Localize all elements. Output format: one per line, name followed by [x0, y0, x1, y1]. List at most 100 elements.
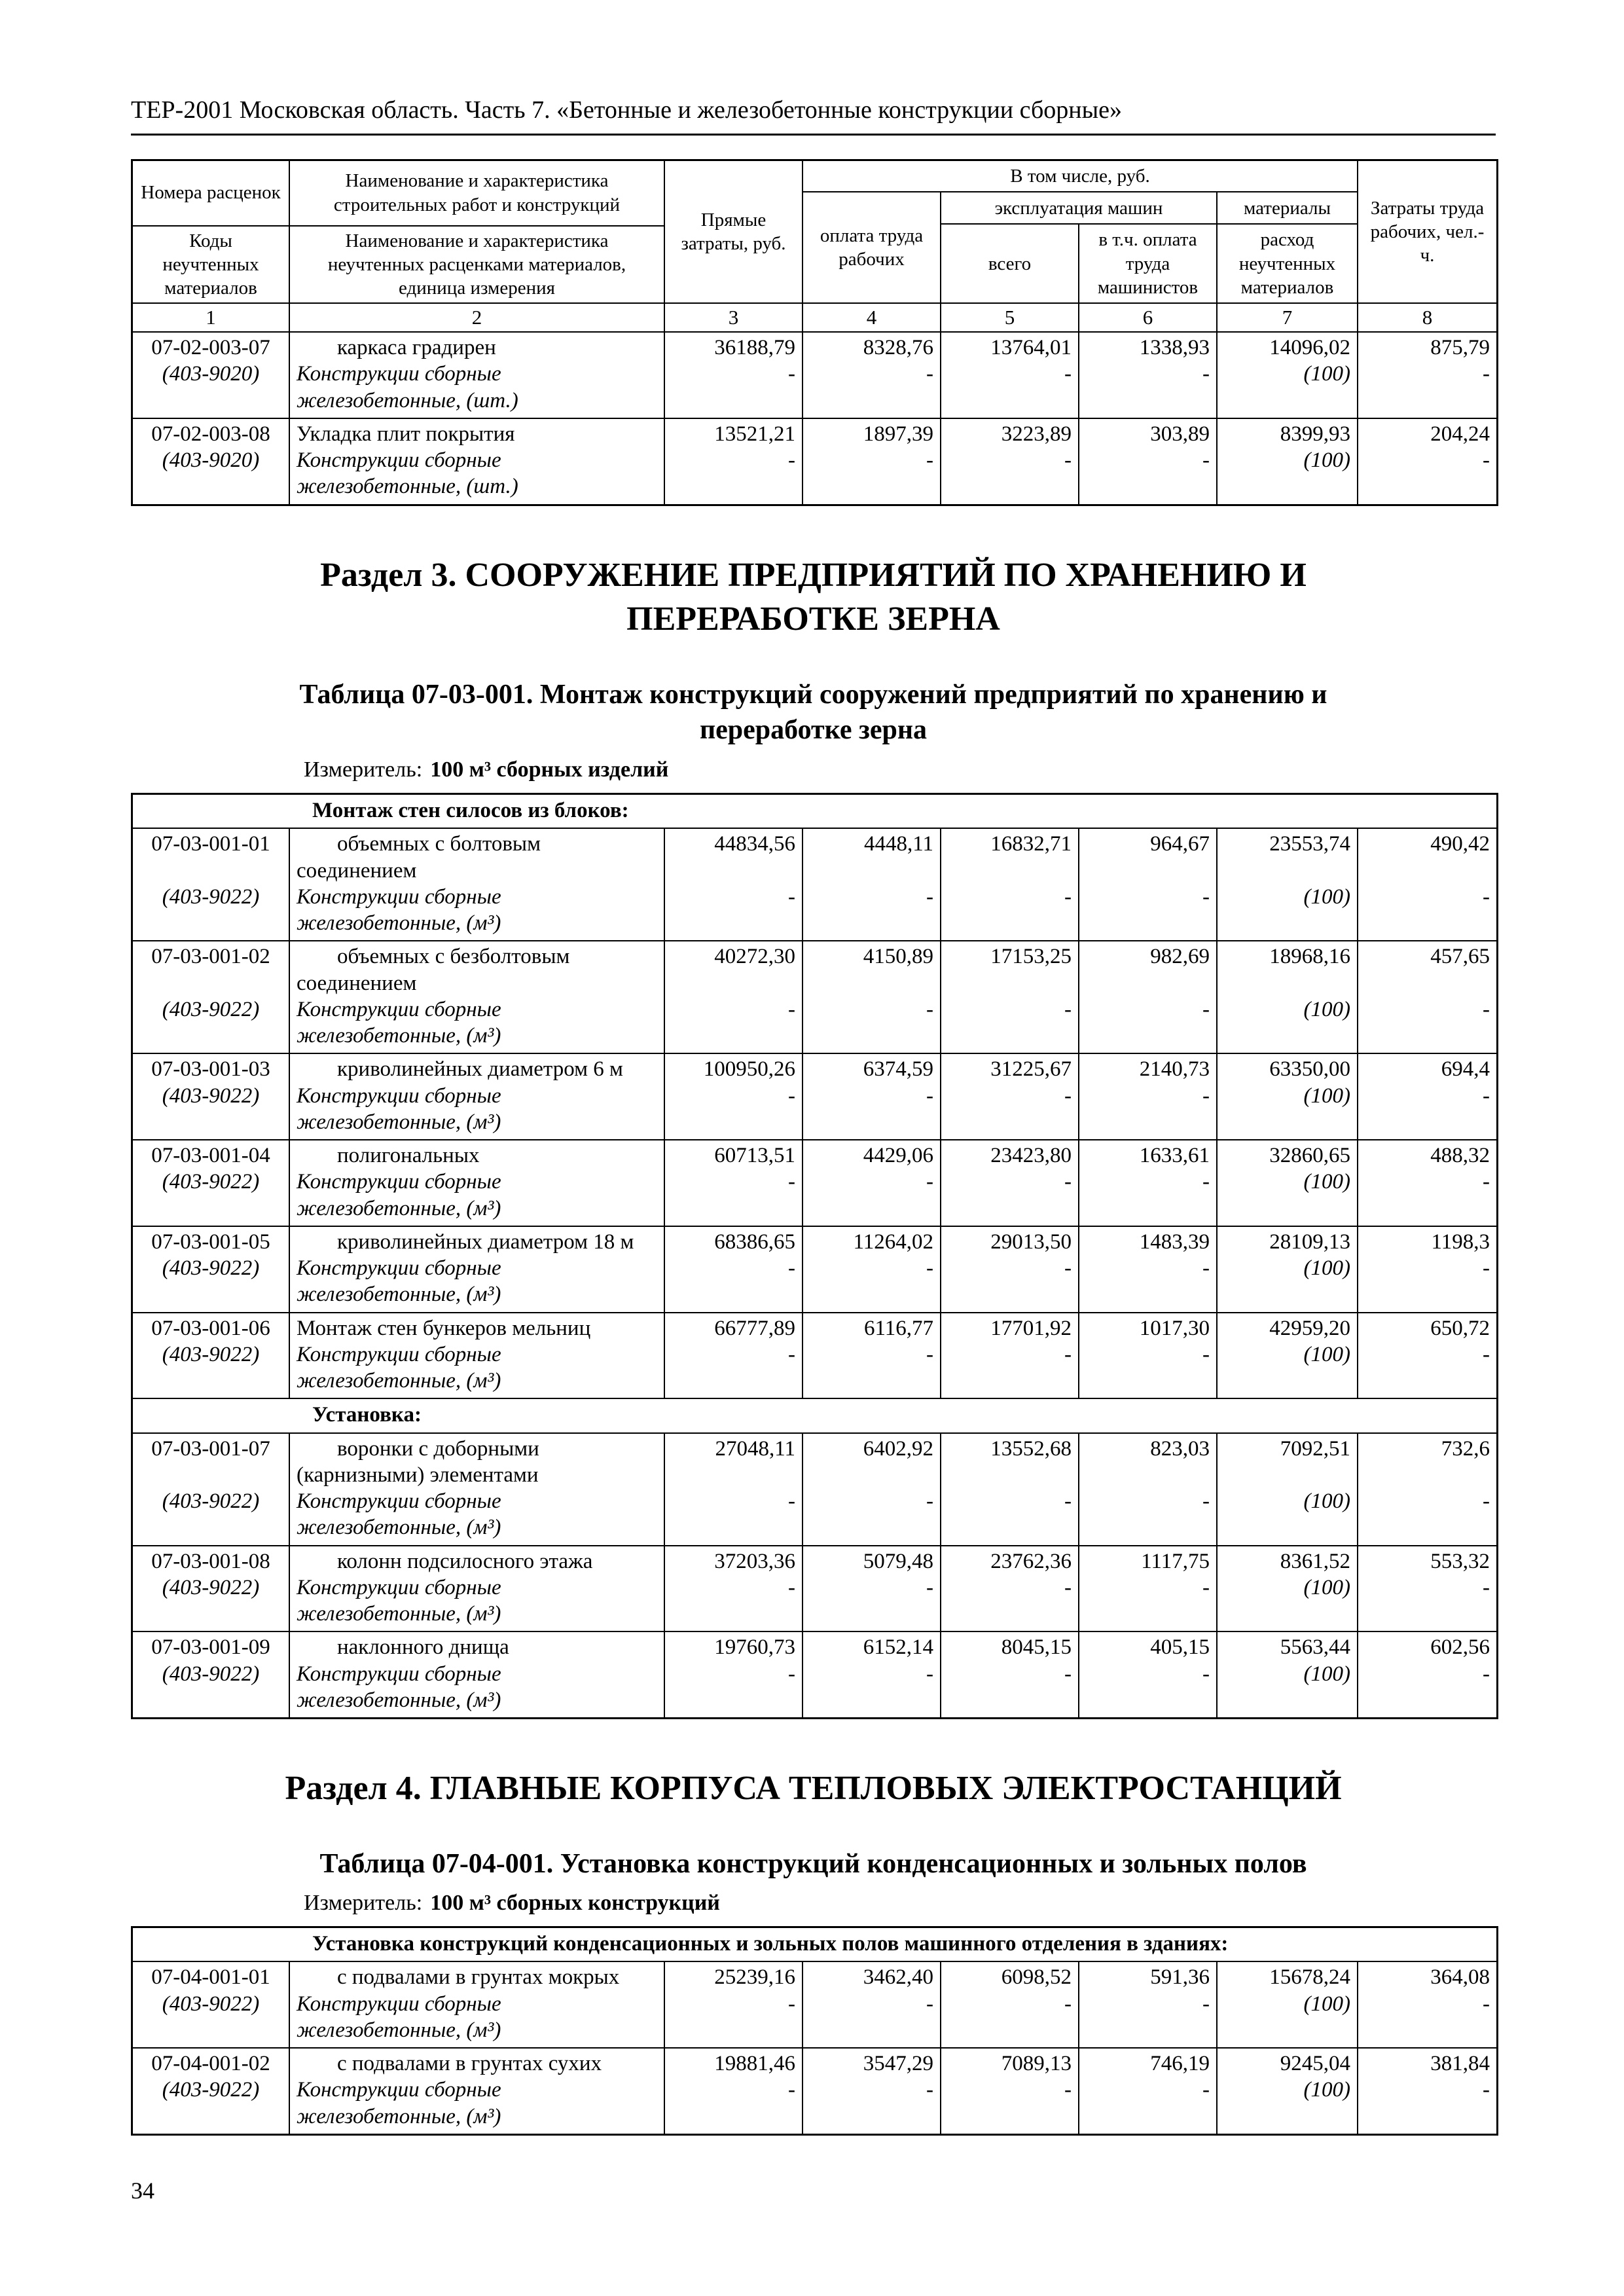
header-machines: эксплуатация машин: [940, 192, 1216, 225]
row-value: 40272,30: [664, 941, 802, 996]
table-row: 07-03-001-09 наклонного днища 19760,73 6152…: [133, 1631, 1496, 1718]
header-machinists-pay: в т.ч. оплата труда машинистов: [1078, 225, 1216, 303]
table-group-row: Установка:: [133, 1398, 1496, 1432]
row-code: 07-03-001-02: [151, 945, 270, 969]
row-material-value: -: [940, 1660, 1078, 1718]
row-value: 13764,01: [940, 333, 1078, 361]
row-material-value: -: [1357, 1574, 1496, 1631]
row-material-value: -: [664, 1660, 802, 1718]
row-name: объемных с болтовым соединением: [289, 829, 664, 884]
row-code: 07-03-001-06: [151, 1316, 270, 1340]
row-material-value: (100): [1216, 1255, 1357, 1312]
header-rule: [131, 133, 1496, 136]
row-material-value: (100): [1216, 447, 1357, 504]
table-row: 07-02-003-08 Укладка плит покрытия 13521,2…: [133, 417, 1496, 504]
row-material-value: -: [1357, 1169, 1496, 1226]
row-material-value: -: [940, 2077, 1078, 2134]
table-body: Монтаж стен силосов из блоков: 07-03-001-…: [133, 795, 1496, 1718]
row-name: Монтаж стен бункеров мельниц: [289, 1313, 664, 1341]
row-value: 9245,04: [1216, 2049, 1357, 2077]
row-material-value: -: [664, 883, 802, 941]
row-material-value: -: [940, 1169, 1078, 1226]
row-material-code: (403-9022): [162, 2078, 260, 2102]
row-material-value: -: [802, 1488, 940, 1545]
row-material-value: -: [664, 1169, 802, 1226]
row-material-code: (403-9022): [162, 997, 260, 1021]
row-name: колонн подсилосного этажа: [289, 1546, 664, 1575]
rates-table-continued: Номера расценок Коды неучтенных материал…: [131, 158, 1498, 506]
row-material-value: -: [1078, 883, 1216, 941]
row-material-name: Конструкции сборные железобетонные, (м³): [289, 2077, 664, 2134]
row-material-value: -: [664, 1488, 802, 1545]
row-material-value: -: [802, 996, 940, 1053]
row-value: 37203,36: [664, 1546, 802, 1575]
row-value: 5079,48: [802, 1546, 940, 1575]
row-code: 07-03-001-01: [151, 832, 270, 856]
row-material-value: -: [802, 1082, 940, 1140]
table-row: 07-02-003-07 каркаса градирен 36188,79 8328…: [133, 331, 1496, 418]
row-material-value: -: [1078, 1488, 1216, 1545]
row-name: с подвалами в грунтах сухих: [289, 2049, 664, 2077]
row-value: 6402,92: [802, 1433, 940, 1489]
row-value: 381,84: [1357, 2049, 1496, 2077]
header-including: В том числе, руб.: [802, 160, 1357, 193]
row-material-value: -: [1357, 1660, 1496, 1718]
row-value: 14096,02: [1216, 333, 1357, 361]
row-value: 28109,13: [1216, 1226, 1357, 1256]
row-value: 23762,36: [940, 1546, 1078, 1575]
row-name: криволинейных диаметром 6 м: [289, 1054, 664, 1083]
table-body: 07-02-003-07 каркаса градирен 36188,79 8328…: [133, 331, 1496, 504]
row-code: 07-04-001-01: [151, 1965, 270, 1990]
row-material-value: -: [802, 1169, 940, 1226]
row-material-code: (403-9022): [162, 1489, 260, 1514]
row-value: 13552,68: [940, 1433, 1078, 1489]
table-row: 07-03-001-08 колонн подсилосного этажа 372…: [133, 1544, 1496, 1631]
row-value: 1117,75: [1078, 1546, 1216, 1575]
section-4-heading: Раздел 4. ГЛАВНЫЕ КОРПУСА ТЕПЛОВЫХ ЭЛЕКТ…: [285, 1770, 1342, 1808]
row-material-value: -: [1078, 1660, 1216, 1718]
row-value: 66777,89: [664, 1313, 802, 1341]
table-07-04-001-caption: Таблица 07-04-001. Установка конструкций…: [319, 1848, 1307, 1879]
row-value: 650,72: [1357, 1313, 1496, 1341]
row-value: 1198,3: [1357, 1226, 1496, 1256]
row-value: 36188,79: [664, 333, 802, 361]
row-value: 694,4: [1357, 1054, 1496, 1083]
row-material-value: -: [802, 447, 940, 504]
row-material-value: -: [1357, 1082, 1496, 1140]
row-material-value: -: [1078, 1574, 1216, 1631]
table-row: 07-03-001-07 воронки с доборными (карнизн…: [133, 1432, 1496, 1545]
row-name: с подвалами в грунтах мокрых: [289, 1962, 664, 1991]
row-material-value: -: [664, 1082, 802, 1140]
group-label: Монтаж стен силосов из блоков:: [312, 799, 629, 823]
row-material-name: Конструкции сборные железобетонные, (м³): [289, 1574, 664, 1631]
row-value: 11264,02: [802, 1226, 940, 1256]
row-value: 875,79: [1357, 333, 1496, 361]
row-name: Укладка плит покрытия: [289, 418, 664, 448]
row-code: 07-02-003-07: [151, 336, 270, 360]
group-label: Установка конструкций конденсационных и …: [312, 1932, 1229, 1956]
row-material-code: (403-9022): [162, 1992, 260, 2016]
row-value: 25239,16: [664, 1962, 802, 1991]
row-value: 6098,52: [940, 1962, 1078, 1991]
row-value: 60713,51: [664, 1140, 802, 1169]
row-material-value: (100): [1216, 1082, 1357, 1140]
row-value: 23423,80: [940, 1140, 1078, 1169]
row-value: 1897,39: [802, 418, 940, 448]
row-value: 16832,71: [940, 829, 1078, 884]
row-material-value: -: [664, 1341, 802, 1398]
row-material-value: -: [664, 1574, 802, 1631]
row-value: 1483,39: [1078, 1226, 1216, 1256]
row-material-value: (100): [1216, 1574, 1357, 1631]
row-material-value: -: [1078, 1082, 1216, 1140]
row-material-value: -: [1078, 1341, 1216, 1398]
row-code: 07-04-001-02: [151, 2052, 270, 2076]
row-material-value: -: [664, 361, 802, 418]
row-material-code: (403-9022): [162, 1170, 260, 1194]
measure-value: 100 м³ сборных изделий: [430, 757, 669, 782]
table-07-03-001-caption: Таблица 07-03-001. Монтаж конструкций со…: [299, 679, 1327, 746]
row-value: 3223,89: [940, 418, 1078, 448]
row-material-code: (403-9022): [162, 1256, 260, 1281]
row-value: 8328,76: [802, 333, 940, 361]
row-material-value: -: [1357, 1990, 1496, 2048]
